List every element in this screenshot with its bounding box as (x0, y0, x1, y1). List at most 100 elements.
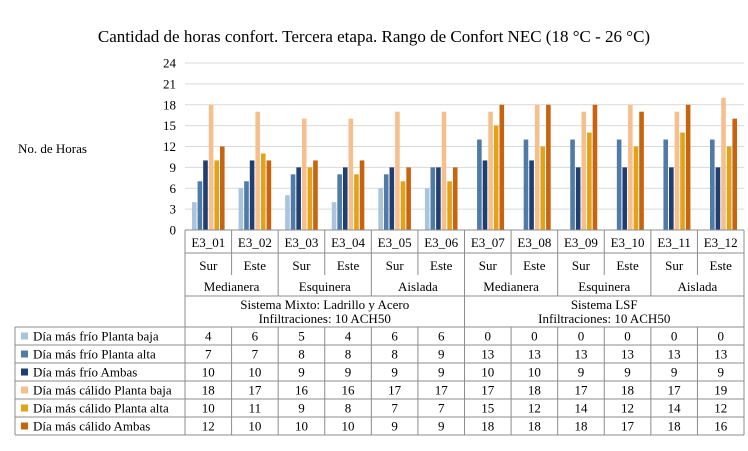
data-table-value: 16 (295, 383, 309, 398)
y-tick-label: 6 (170, 181, 177, 196)
bar (378, 188, 383, 230)
orientation-label: Este (616, 258, 639, 273)
data-table-value: 6 (391, 329, 398, 344)
data-table-value: 0 (671, 329, 678, 344)
x-tick-label: E3_12 (704, 235, 738, 250)
bar (331, 202, 337, 230)
data-table-value: 17 (574, 383, 588, 398)
bar (592, 104, 598, 230)
data-table-value: 10 (248, 365, 261, 380)
bar (622, 167, 628, 231)
bar (715, 167, 721, 231)
data-table-value: 9 (391, 419, 398, 434)
bar (406, 167, 411, 231)
bar (249, 160, 255, 230)
data-table-value: 0 (578, 329, 585, 344)
bar (710, 139, 715, 230)
legend-swatch (21, 350, 28, 358)
bar (540, 146, 546, 230)
data-table-value: 18 (528, 383, 541, 398)
y-tick-label: 0 (170, 223, 177, 238)
bar (477, 139, 482, 230)
data-table-value: 9 (391, 365, 398, 380)
group-label: Esquinera (578, 279, 630, 294)
orientation-label: Sur (292, 258, 311, 273)
orientation-label: Sur (572, 258, 591, 273)
group-label: Medianera (204, 279, 260, 294)
bar (685, 104, 691, 230)
data-table-value: 17 (435, 383, 449, 398)
legend-swatch (21, 368, 28, 376)
data-table-value: 4 (345, 329, 352, 344)
data-table-value: 17 (621, 419, 635, 434)
legend-label: Día más frío Planta alta (33, 347, 156, 362)
bar (266, 160, 272, 230)
orientation-label: Sur (199, 258, 218, 273)
data-table-value: 11 (249, 401, 262, 416)
legend-label: Día más frío Ambas (33, 365, 137, 380)
data-table-value: 15 (481, 401, 494, 416)
bar (430, 167, 436, 231)
x-tick-label: E3_10 (611, 235, 645, 250)
data-table-value: 7 (205, 347, 212, 362)
x-tick-label: E3_01 (191, 235, 225, 250)
bar (587, 132, 592, 230)
bar (400, 181, 406, 230)
bar (290, 174, 296, 230)
x-tick-label: E3_02 (238, 235, 272, 250)
system-infiltration-label: Infiltraciones: 10 ACH50 (259, 311, 391, 326)
data-table-value: 6 (252, 329, 259, 344)
data-table-value: 9 (717, 365, 724, 380)
data-table-value: 10 (248, 419, 261, 434)
bar (296, 167, 301, 231)
legend-label: Día más frío Planta baja (33, 329, 159, 344)
bar (721, 97, 726, 230)
orientation-label: Este (523, 258, 546, 273)
legend-swatch (21, 404, 28, 412)
group-label: Aislada (398, 279, 438, 294)
data-table-value: 17 (248, 383, 262, 398)
legend-label: Día más cálido Planta baja (33, 383, 172, 398)
data-table-value: 9 (671, 365, 678, 380)
data-table-value: 13 (481, 347, 494, 362)
data-table-value: 6 (438, 329, 445, 344)
data-table-value: 18 (574, 419, 587, 434)
x-tick-label: E3_08 (517, 235, 551, 250)
data-table-value: 13 (714, 347, 727, 362)
data-table-value: 18 (202, 383, 215, 398)
orientation-label: Este (244, 258, 267, 273)
data-table-value: 7 (438, 401, 445, 416)
data-table-value: 8 (345, 347, 352, 362)
bar (663, 139, 669, 230)
bar (313, 160, 318, 230)
system-label: Sistema Mixto: Ladrillo y Acero (240, 297, 409, 312)
data-table-value: 9 (298, 365, 305, 380)
legend-swatch (21, 332, 28, 340)
bar (570, 139, 575, 230)
data-table-value: 16 (714, 419, 728, 434)
data-table-value: 10 (481, 365, 494, 380)
bar (255, 111, 260, 230)
data-table-value: 12 (621, 401, 634, 416)
grid-lines: 0 3 6 9 12 15 18 21 24 (163, 56, 744, 238)
data-table-value: 16 (342, 383, 356, 398)
data-table-value: 18 (668, 419, 681, 434)
bar (616, 139, 622, 230)
data-table-value: 9 (298, 401, 305, 416)
chart-title: Cantidad de horas confort. Tercera etapa… (98, 27, 650, 46)
bar (214, 160, 219, 230)
data-table-value: 12 (714, 401, 727, 416)
data-table-value: 0 (485, 329, 492, 344)
data-table-value: 13 (574, 347, 587, 362)
bar (575, 167, 581, 231)
data-table-value: 14 (668, 401, 682, 416)
data-table-value: 9 (438, 347, 445, 362)
group-label: Aislada (678, 279, 718, 294)
data-table: E3_01 Sur E3_02 Este E3_03 Sur E3_04 Este E3_05 S… (14, 229, 745, 436)
legend-label: Día más cálido Ambas (33, 419, 150, 434)
y-tick-label: 3 (170, 202, 177, 217)
y-tick-label: 24 (163, 56, 177, 71)
y-axis-label: No. de Horas (18, 141, 87, 156)
data-table-value: 0 (717, 329, 724, 344)
